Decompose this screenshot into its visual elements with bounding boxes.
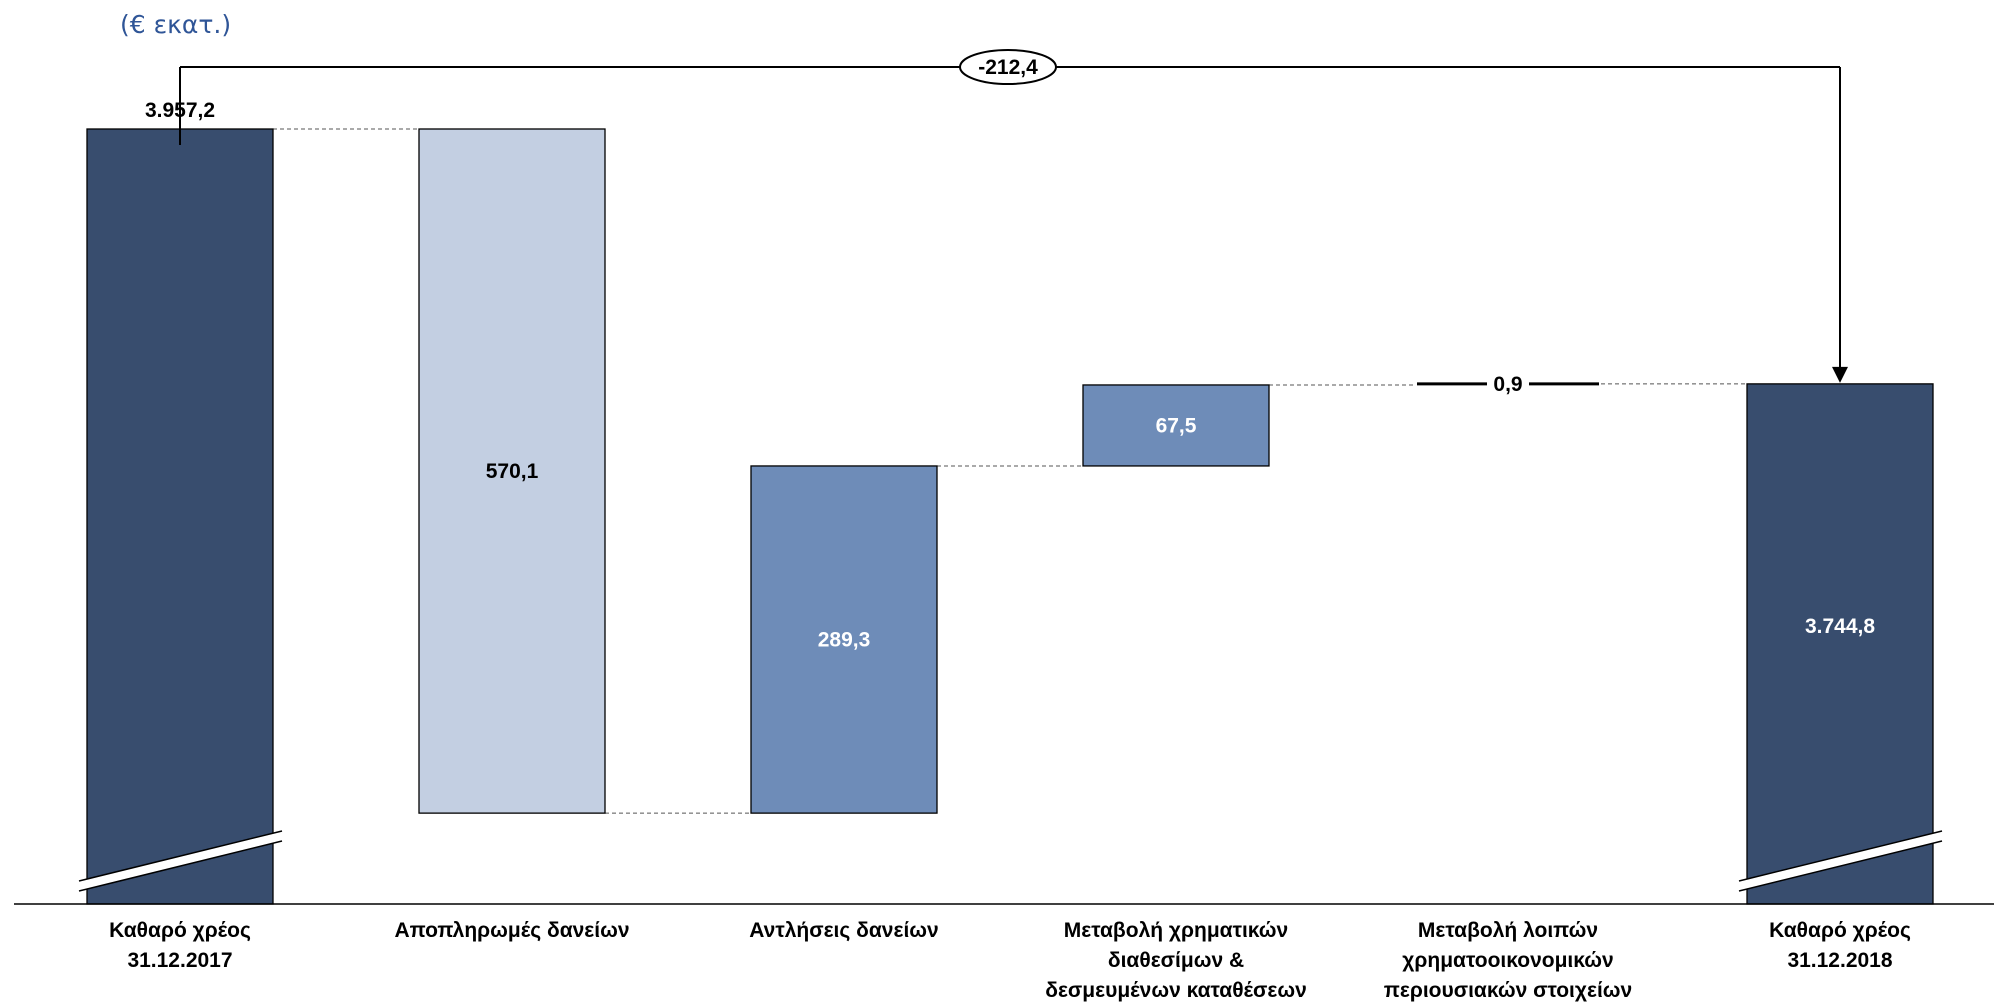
unit-label: (€ εκατ.)	[120, 10, 231, 39]
bar-0	[86, 128, 274, 905]
break-line-a-0	[78, 830, 283, 882]
arrow-head	[1832, 366, 1848, 383]
net-change-label: -212,4	[978, 56, 1038, 79]
category-label-0-0: Καθαρό χρέος	[109, 919, 251, 942]
break-gap-0	[79, 831, 282, 891]
category-label-1-0: Αποπληρωμές δανείων	[394, 919, 629, 942]
break-line-a-5	[1738, 830, 1943, 882]
break-gap-5	[1739, 831, 1942, 891]
category-label-3-1: διαθεσίμων &	[1108, 949, 1244, 972]
category-labels: Καθαρό χρέος 31.12.2017 Αποπληρωμές δανείω…	[109, 919, 1911, 1002]
value-label-4: 0,9	[1493, 373, 1522, 396]
bars	[86, 128, 1934, 905]
value-label-1: 570,1	[486, 460, 539, 483]
category-label-5-1: 31.12.2018	[1787, 949, 1892, 972]
bar-5	[1746, 383, 1934, 905]
bar-1	[418, 128, 606, 814]
net-change-bracket: -212,4	[179, 49, 1848, 383]
category-label-3-2: δεσμευμένων καταθέσεων	[1045, 979, 1307, 1002]
break-line-b-5	[1738, 840, 1943, 892]
category-label-4-2: περιουσιακών στοιχείων	[1384, 979, 1632, 1002]
category-label-0-1: 31.12.2017	[127, 949, 232, 972]
bar-2	[750, 465, 938, 814]
category-label-4-1: χρηματοοικονομικών	[1402, 949, 1613, 972]
category-label-4-0: Μεταβολή λοιπών	[1418, 919, 1598, 942]
axis-break-marks	[78, 830, 1943, 892]
net-change-oval	[959, 49, 1057, 85]
break-line-b-0	[78, 840, 283, 892]
category-label-3-0: Μεταβολή χρηματικών	[1064, 919, 1288, 942]
bar-3	[1082, 384, 1270, 467]
connector-lines	[273, 128, 1747, 814]
category-label-2-0: Αντλήσεις δανείων	[749, 919, 938, 942]
value-label-2: 289,3	[818, 629, 871, 652]
value-label-3: 67,5	[1156, 414, 1197, 437]
value-label-5: 3.744,8	[1805, 615, 1875, 638]
category-label-5-0: Καθαρό χρέος	[1769, 919, 1911, 942]
